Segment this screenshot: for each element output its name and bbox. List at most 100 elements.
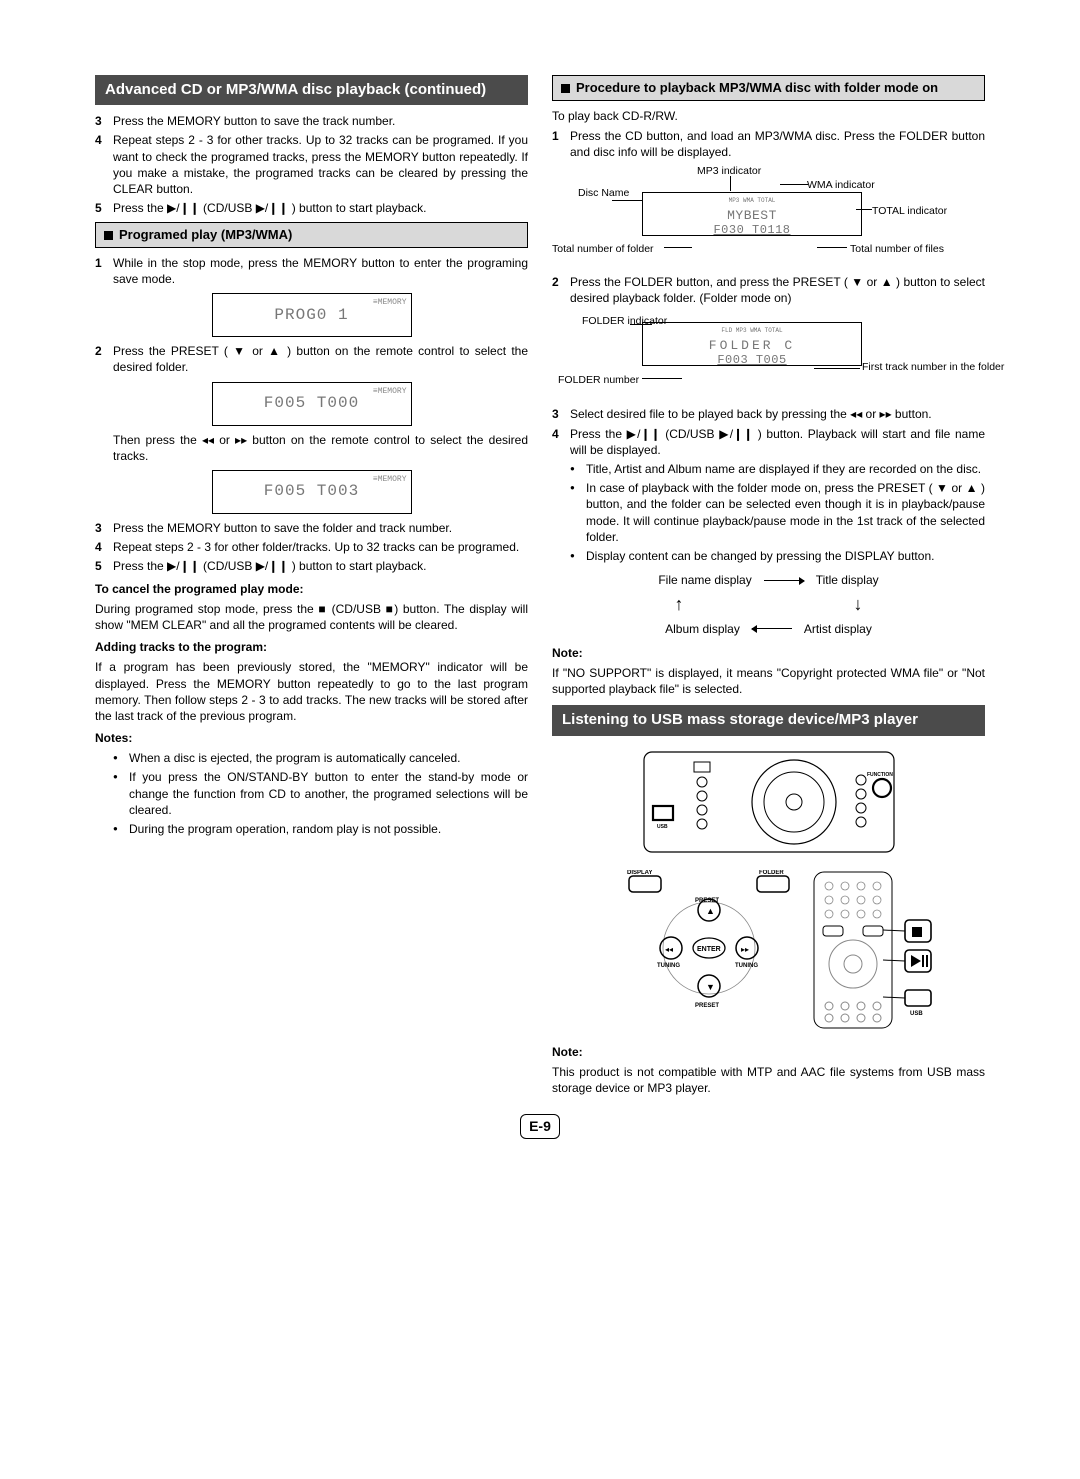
anno-first-track: First track number in the folder (862, 360, 972, 374)
lcd-icon: ≡MEMORY (373, 387, 407, 398)
subsection-label: Programed play (MP3/WMA) (119, 227, 292, 242)
lcd-row-1: FOLDER C (653, 338, 851, 354)
tuning-label: TUNING (657, 963, 680, 969)
step-text: Press the ▶/❙❙ (CD/USB ▶/❙❙ ) button to … (113, 200, 528, 216)
bullet-text: Display content can be changed by pressi… (586, 548, 985, 564)
display-label: DISPLAY (627, 870, 652, 876)
square-bullet-icon (561, 84, 570, 93)
step-text: Press the CD button, and load an MP3/WMA… (570, 128, 985, 160)
step-num: 3 (95, 520, 113, 536)
step-num: 4 (95, 539, 113, 555)
lcd-indicators: MP3 WMA TOTAL (729, 197, 776, 204)
lcd-text: PROG0 1 (274, 305, 348, 327)
annotated-lcd-folder: FOLDER indicator FOLDER number First tra… (552, 310, 985, 396)
bullet-text: Title, Artist and Album name are display… (586, 461, 985, 477)
svg-text:◂◂: ◂◂ (665, 945, 673, 954)
display-flow-diagram: File name display Title display ↑ ↓ Albu… (552, 572, 985, 637)
anno-total: TOTAL indicator (872, 204, 947, 218)
step-text: Press the MEMORY button to save the trac… (113, 113, 528, 129)
flow-title: Title display (816, 572, 879, 588)
step-text: Press the PRESET ( ▼ or ▲ ) button on th… (113, 343, 528, 375)
step-num: 3 (95, 113, 113, 129)
step-text: Press the ▶/❙❙ (CD/USB ▶/❙❙ ) button to … (113, 558, 528, 574)
enter-label: ENTER (697, 946, 721, 953)
step-num: 5 (95, 200, 113, 216)
flow-file: File name display (658, 572, 751, 588)
lcd-row-1: MYBEST (653, 208, 851, 224)
arrow-up-icon: ↑ (675, 592, 684, 616)
subsection-procedure: Procedure to playback MP3/WMA disc with … (552, 75, 985, 101)
instruction-text: Then press the ◂◂ or ▸▸ button on the re… (95, 432, 528, 464)
notes-heading: Notes: (95, 730, 528, 746)
folder-label: FOLDER (759, 870, 784, 876)
step-text: Press the FOLDER button, and press the P… (570, 274, 985, 306)
arrow-right-icon (764, 580, 804, 581)
step-text: While in the stop mode, press the MEMORY… (113, 255, 528, 287)
bullet-icon: ● (113, 821, 129, 837)
tuning-label: TUNING (735, 963, 758, 969)
usb-label: USB (910, 1011, 923, 1017)
arrow-down-icon: ↓ (854, 592, 863, 616)
lcd-display-2: F005 T000 ≡MEMORY (212, 382, 412, 426)
section-header-usb: Listening to USB mass storage device/MP3… (552, 705, 985, 735)
subsection-label: Procedure to playback MP3/WMA disc with … (576, 80, 938, 95)
lcd-display-1: PROG0 1 ≡MEMORY (212, 293, 412, 337)
subsection-programed-play: Programed play (MP3/WMA) (95, 222, 528, 248)
preset-label: PRESET (695, 898, 719, 904)
lcd-display-folder: FLD MP3 WMA TOTAL FOLDER C F003 T005 (642, 322, 862, 366)
lcd-icon: ≡MEMORY (373, 475, 407, 486)
lcd-row-2: F030 T0118 (653, 223, 851, 237)
note-heading: Note: (552, 645, 985, 661)
cancel-text: During programed stop mode, press the ■ … (95, 601, 528, 633)
bullet-icon: ● (113, 769, 129, 818)
note-text: During the program operation, random pla… (129, 821, 528, 837)
function-label: FUNCTION (867, 772, 893, 778)
step-num: 3 (552, 406, 570, 422)
note-text: If you press the ON/STAND-BY button to e… (129, 769, 528, 818)
step-num: 4 (552, 426, 570, 458)
step-text: Select desired file to be played back by… (570, 406, 985, 422)
preset-label: PRESET (695, 1003, 719, 1009)
anno-tot-folder: Total number of folder (552, 242, 654, 256)
bullet-icon: ● (113, 750, 129, 766)
step-num: 5 (95, 558, 113, 574)
lcd-display-disc: MP3 WMA TOTAL MYBEST F030 T0118 (642, 192, 862, 236)
lcd-row-2: F003 T005 (653, 353, 851, 367)
step-num: 2 (95, 343, 113, 375)
svg-text:USB: USB (657, 824, 668, 830)
bullet-icon: ● (570, 461, 586, 477)
arrow-left-icon (752, 628, 792, 629)
step-num: 1 (552, 128, 570, 160)
lcd-text: F005 T000 (264, 393, 359, 415)
note-text: If "NO SUPPORT" is displayed, it means "… (552, 665, 985, 697)
lcd-indicators: FLD MP3 WMA TOTAL (721, 327, 782, 334)
cancel-heading: To cancel the programed play mode: (95, 581, 528, 597)
flow-album: Album display (665, 621, 740, 637)
bullet-icon: ● (570, 548, 586, 564)
step-text: Repeat steps 2 - 3 for other tracks. Up … (113, 132, 528, 197)
step-num: 2 (552, 274, 570, 306)
svg-text:▲: ▲ (706, 906, 715, 916)
annotated-lcd-disc-info: Disc Name MP3 indicator WMA indicator TO… (552, 164, 985, 264)
steps-advanced-top: 3Press the MEMORY button to save the tra… (95, 113, 528, 216)
bullet-text: In case of playback with the folder mode… (586, 480, 985, 545)
step-text: Repeat steps 2 - 3 for other folder/trac… (113, 539, 528, 555)
usb-note-text: This product is not compatible with MTP … (552, 1064, 985, 1096)
anno-folder-ind: FOLDER indicator (582, 314, 638, 328)
note-text: When a disc is ejected, the program is a… (129, 750, 528, 766)
lcd-display-3: F005 T003 ≡MEMORY (212, 470, 412, 514)
intro-text: To play back CD-R/RW. (552, 108, 985, 124)
bullet-icon: ● (570, 480, 586, 545)
svg-text:▸▸: ▸▸ (741, 945, 749, 954)
adding-heading: Adding tracks to the program: (95, 639, 528, 655)
section-header-advanced: Advanced CD or MP3/WMA disc playback (co… (95, 75, 528, 105)
device-illustration-remote: DISPLAY FOLDER ▲ PRESET ▼ PRESET ◂◂ TUNI… (552, 870, 985, 1040)
adding-text: If a program has been previously stored,… (95, 659, 528, 724)
usb-note-heading: Note: (552, 1044, 985, 1060)
step-text: Press the ▶/❙❙ (CD/USB ▶/❙❙ ) button. Pl… (570, 426, 985, 458)
page-number: E-9 (520, 1114, 560, 1139)
step-text: Press the MEMORY button to save the fold… (113, 520, 528, 536)
flow-artist: Artist display (804, 621, 872, 637)
anno-folder-num: FOLDER number (558, 373, 639, 387)
lcd-icon: ≡MEMORY (373, 298, 407, 309)
